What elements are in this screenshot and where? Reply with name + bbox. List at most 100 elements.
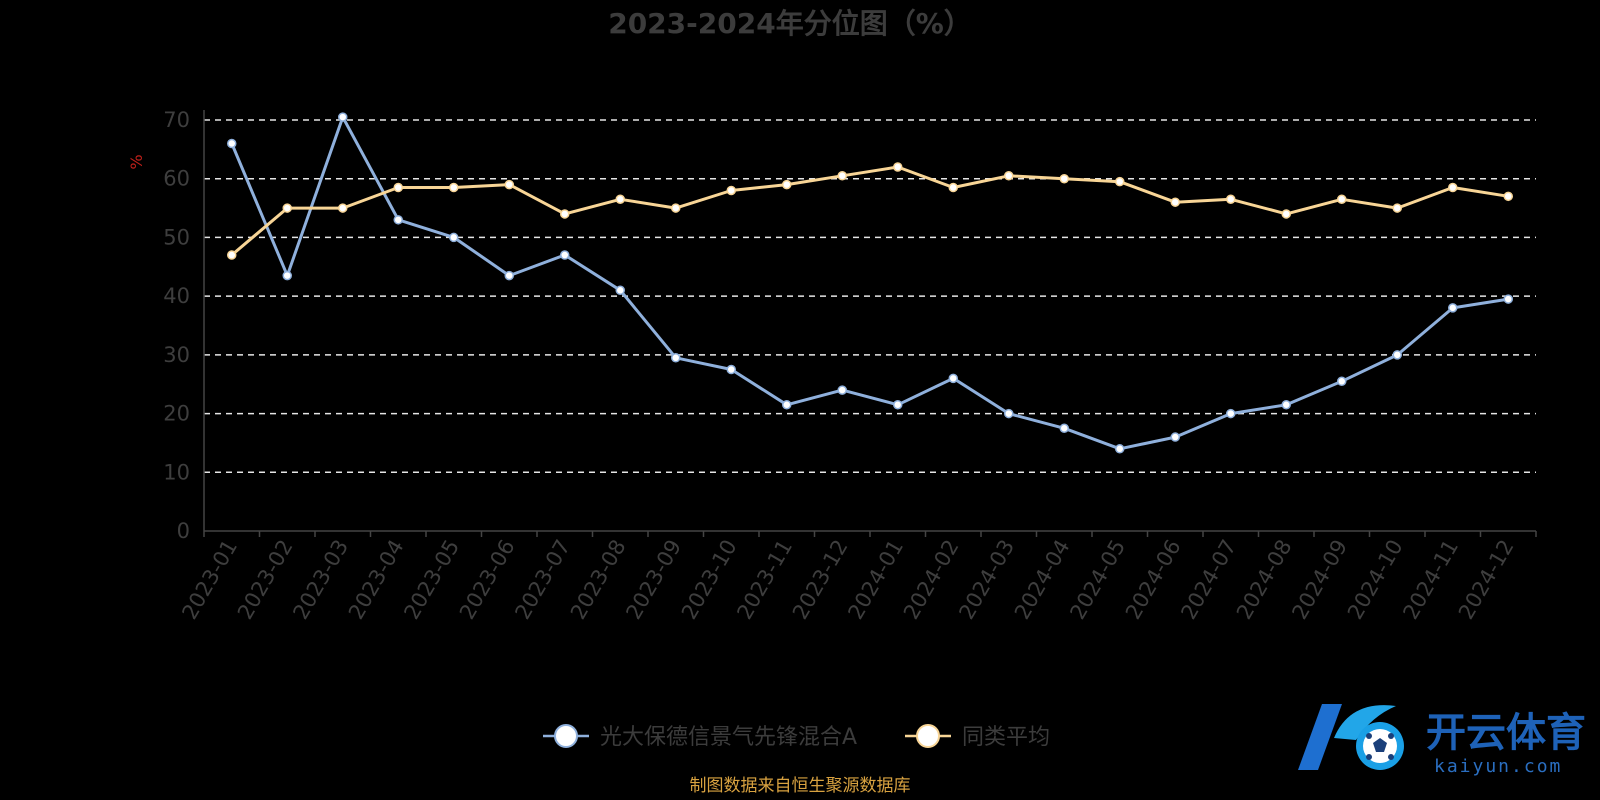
- x-tick-label: 2023-09: [621, 536, 686, 624]
- legend-swatch-marker: [916, 724, 940, 748]
- y-tick-label: 10: [163, 460, 190, 484]
- legend[interactable]: 光大保德信景气先锋混合A 同类平均: [543, 724, 1050, 750]
- data-point: [560, 209, 570, 219]
- y-tick-label: 20: [163, 402, 190, 426]
- x-tick-label: 2024-12: [1454, 536, 1519, 624]
- data-point: [338, 112, 348, 122]
- x-tick-label: 2024-05: [1065, 536, 1130, 624]
- x-tick-label: 2024-10: [1343, 536, 1408, 624]
- data-point: [782, 400, 792, 410]
- data-point: [1059, 173, 1069, 184]
- brand-watermark: 开云体育 kaiyun.com: [1298, 704, 1586, 777]
- data-point: [393, 215, 403, 225]
- data-point: [893, 162, 903, 172]
- data-point: [1281, 400, 1291, 410]
- x-tick-label: 2024-04: [1010, 536, 1075, 624]
- brand-name-en: kaiyun.com: [1434, 756, 1562, 777]
- x-tick-label: 2024-01: [843, 536, 908, 624]
- x-tick-label: 2023-02: [233, 536, 298, 624]
- y-tick-label: 50: [163, 225, 190, 249]
- x-tick-label: 2024-09: [1287, 536, 1352, 624]
- chart-title: 2023-2024年分位图（%）: [608, 7, 972, 40]
- x-tick-label: 2024-08: [1232, 536, 1297, 624]
- y-tick-label: 60: [163, 167, 190, 191]
- data-point: [671, 203, 681, 213]
- data-point: [449, 182, 459, 193]
- data-point: [726, 364, 736, 375]
- data-point: [1226, 408, 1236, 419]
- x-tick-label: 2023-03: [288, 536, 353, 624]
- x-tick-label: 2023-07: [510, 536, 575, 624]
- data-point: [1004, 171, 1014, 181]
- x-tick-label: 2024-03: [954, 536, 1019, 624]
- data-point: [948, 373, 958, 384]
- x-tick-label: 2023-06: [455, 536, 520, 624]
- data-point: [837, 171, 847, 181]
- x-tick-label: 2023-12: [788, 536, 853, 624]
- data-point: [393, 182, 403, 193]
- data-point: [338, 203, 348, 213]
- axes: [203, 110, 1537, 537]
- data-point: [560, 250, 570, 260]
- data-point: [449, 232, 459, 243]
- data-point: [1503, 294, 1513, 304]
- data-point: [1115, 176, 1125, 187]
- legend-item-fund[interactable]: 光大保德信景气先锋混合A: [543, 724, 857, 750]
- x-tick-label: 2023-05: [399, 536, 464, 624]
- data-point: [615, 285, 625, 296]
- data-point: [1059, 423, 1069, 433]
- x-tick-label: 2024-07: [1176, 536, 1241, 624]
- data-point: [1392, 350, 1402, 360]
- grid-lines: [204, 119, 1536, 474]
- x-tick-labels: 2023-012023-022023-032023-042023-052023-…: [177, 536, 1518, 624]
- data-point: [893, 400, 903, 410]
- data-point: [615, 194, 625, 205]
- data-point: [1392, 203, 1402, 213]
- data-point: [1337, 376, 1347, 387]
- data-point: [1170, 432, 1180, 442]
- y-tick-label: 30: [163, 343, 190, 367]
- y-tick-label: 70: [163, 108, 190, 132]
- data-point: [1448, 303, 1458, 313]
- x-tick-label: 2024-06: [1121, 536, 1186, 624]
- series-lines: [230, 115, 1509, 451]
- series-points: [227, 112, 1513, 454]
- data-point: [1115, 444, 1125, 454]
- x-tick-label: 2024-11: [1398, 536, 1463, 624]
- data-point: [282, 203, 292, 213]
- data-point: [837, 385, 847, 395]
- x-tick-label: 2023-04: [344, 536, 409, 624]
- brand-name-cn: 开云体育: [1426, 710, 1586, 756]
- data-point: [1503, 191, 1513, 202]
- data-point: [1337, 194, 1347, 205]
- x-tick-label: 2023-01: [177, 536, 242, 624]
- data-point: [1170, 197, 1180, 207]
- y-tick-label: 40: [163, 284, 190, 308]
- legend-swatch-marker: [554, 724, 578, 748]
- series-line-0: [230, 115, 1509, 451]
- data-point: [671, 353, 681, 363]
- legend-label-average: 同类平均: [962, 725, 1050, 750]
- data-point: [504, 270, 514, 281]
- source-note: 制图数据来自恒生聚源数据库: [690, 776, 911, 796]
- data-point: [782, 179, 792, 190]
- x-tick-label: 2023-11: [732, 536, 797, 624]
- data-point: [948, 182, 958, 193]
- data-point: [227, 250, 237, 260]
- data-point: [1281, 209, 1291, 219]
- legend-item-average[interactable]: 同类平均: [905, 724, 1050, 750]
- data-point: [1004, 408, 1014, 419]
- kaiyun-logo-icon: [1298, 704, 1404, 770]
- data-point: [227, 138, 237, 149]
- x-tick-label: 2023-08: [566, 536, 631, 624]
- data-point: [504, 179, 514, 190]
- y-tick-labels: 0 10 20 30 40 50 60 70: [163, 108, 190, 543]
- y-tick-label: 0: [177, 519, 190, 543]
- x-tick-label: 2024-02: [899, 536, 964, 624]
- data-point: [282, 270, 292, 281]
- x-tick-label: 2023-10: [677, 536, 742, 624]
- y-axis-unit: %: [127, 154, 146, 169]
- data-point: [726, 185, 736, 196]
- legend-label-fund: 光大保德信景气先锋混合A: [600, 725, 857, 750]
